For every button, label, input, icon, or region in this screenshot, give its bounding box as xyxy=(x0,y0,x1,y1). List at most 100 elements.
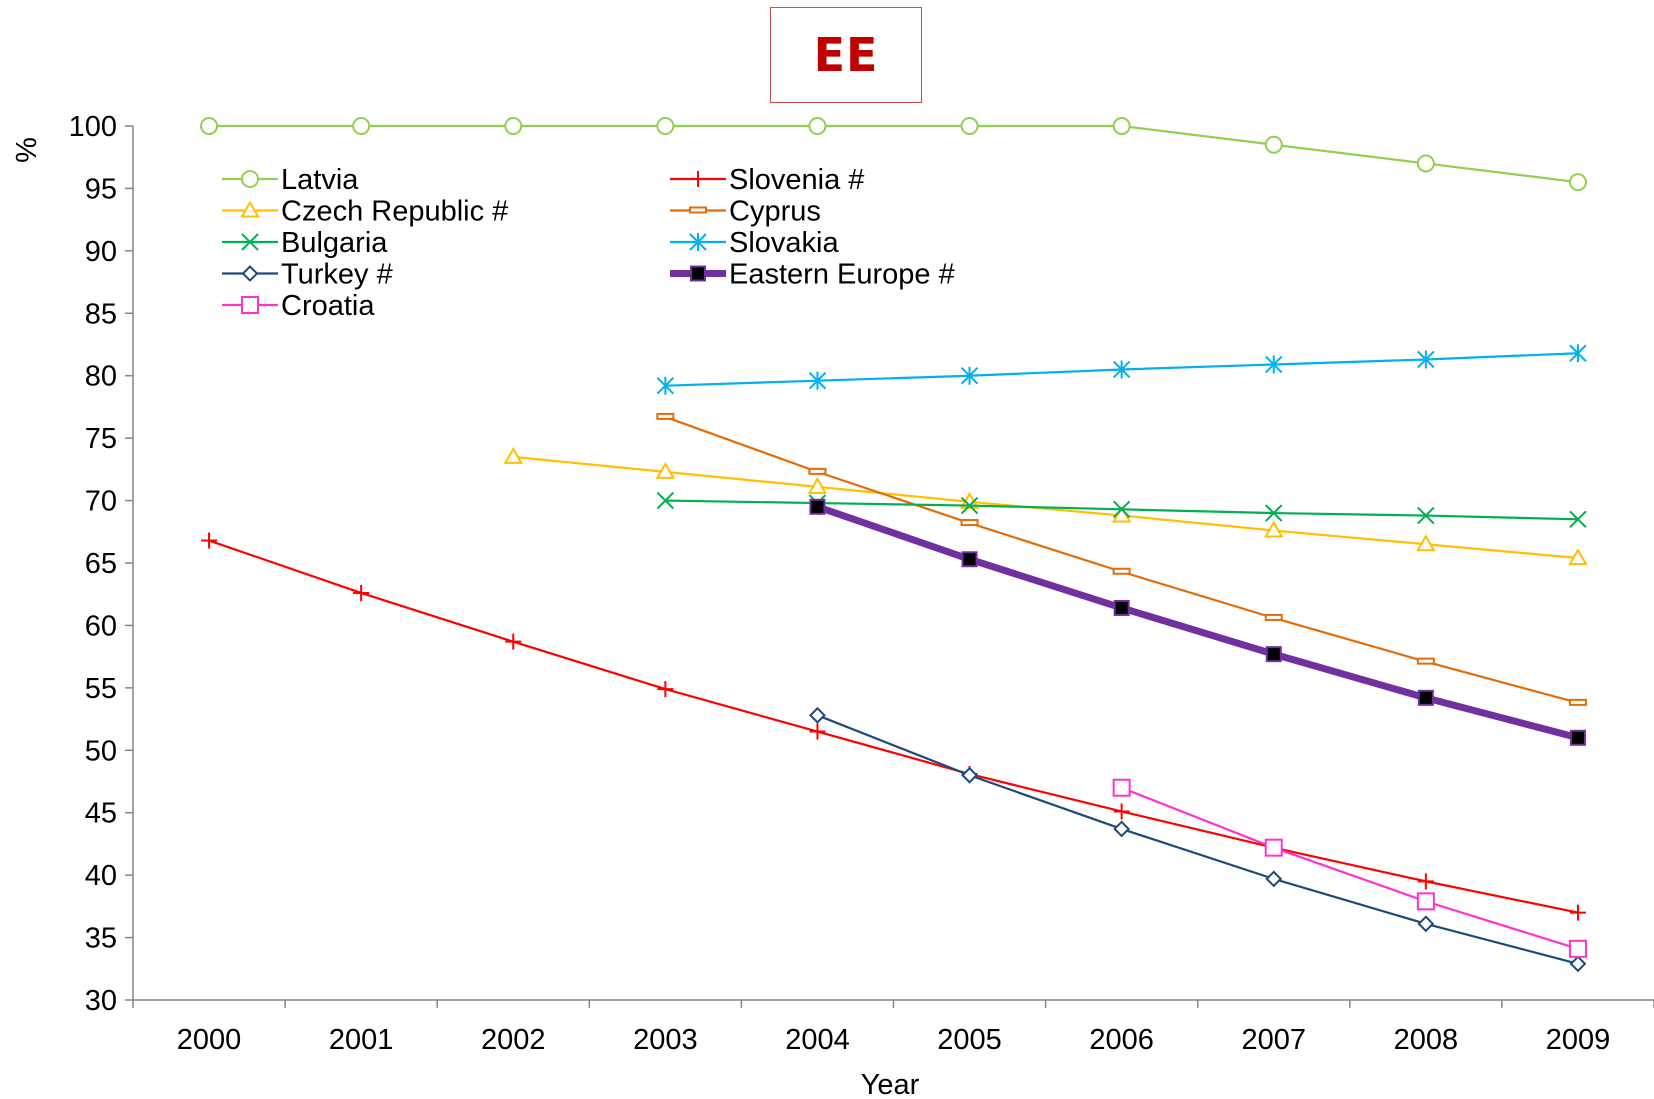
data-point-slovenia xyxy=(1569,904,1586,921)
data-point-slovenia xyxy=(1417,873,1434,890)
data-point-cyprus xyxy=(808,467,827,475)
legend-marker-slovenia xyxy=(690,171,706,187)
data-point-latvia xyxy=(352,117,371,135)
legend-item-turkey: Turkey # xyxy=(222,259,393,291)
data-point-cyprus xyxy=(656,412,675,420)
data-point-eastern-europe xyxy=(809,498,826,515)
legend-label-slovakia: Slovakia xyxy=(729,227,839,259)
series-cyprus xyxy=(656,412,1587,706)
legend-item-croatia: Croatia xyxy=(222,290,375,322)
series-line-czech-republic xyxy=(513,455,1579,560)
data-point-cyprus xyxy=(1112,567,1131,575)
data-point-slovenia xyxy=(353,584,370,601)
data-point-eastern-europe xyxy=(1113,599,1130,616)
legend-item-slovenia: Slovenia # xyxy=(670,164,864,196)
series-line-turkey xyxy=(817,714,1579,965)
data-point-slovakia xyxy=(1265,355,1283,374)
y-tick-label: 55 xyxy=(85,673,117,705)
data-point-slovenia xyxy=(809,723,826,740)
y-tick-label: 45 xyxy=(85,798,117,830)
y-tick-label: 50 xyxy=(85,735,117,767)
x-tick-label: 2005 xyxy=(937,1024,1002,1056)
data-point-turkey xyxy=(1417,915,1435,933)
data-point-latvia xyxy=(656,117,675,135)
data-point-czech-republic xyxy=(1416,534,1436,552)
legend-item-czech-republic: Czech Republic # xyxy=(222,196,508,228)
data-point-slovakia xyxy=(656,376,675,395)
data-point-cyprus xyxy=(1416,657,1435,665)
data-point-bulgaria xyxy=(1112,500,1131,519)
data-point-slovakia xyxy=(808,371,827,390)
series-line-slovenia xyxy=(208,539,1579,914)
x-tick-label: 2002 xyxy=(481,1024,546,1056)
data-point-turkey xyxy=(809,706,826,724)
y-tick-label: 65 xyxy=(85,548,117,580)
x-tick-label: 2007 xyxy=(1241,1024,1306,1056)
legend-marker-cyprus xyxy=(689,206,707,214)
y-tick-label: 70 xyxy=(85,486,117,518)
data-point-slovenia xyxy=(505,633,522,650)
y-tick-label: 75 xyxy=(85,423,117,455)
legend-label-turkey: Turkey # xyxy=(281,259,393,291)
data-point-eastern-europe xyxy=(1417,689,1434,706)
data-point-eastern-europe xyxy=(1265,646,1282,663)
x-tick-label: 2004 xyxy=(785,1024,850,1056)
y-tick-label: 40 xyxy=(85,860,117,892)
y-tick-label: 30 xyxy=(85,985,117,1017)
data-point-czech-republic xyxy=(1264,520,1284,538)
data-point-latvia xyxy=(200,117,219,135)
y-tick-label: 35 xyxy=(85,923,117,955)
legend-marker-czech-republic xyxy=(240,200,260,218)
data-point-croatia xyxy=(1416,892,1435,911)
data-point-turkey xyxy=(961,766,978,784)
data-point-bulgaria xyxy=(1417,506,1435,525)
legend-marker-eastern-europe xyxy=(690,265,706,282)
legend: Latvia Slovenia # Czech Republic # Cyprus Bu… xyxy=(222,164,955,322)
data-point-slovakia xyxy=(1112,360,1131,379)
series-slovakia xyxy=(656,344,1587,395)
data-point-cyprus xyxy=(960,519,979,527)
data-point-slovakia xyxy=(1417,350,1435,369)
series-line-cyprus xyxy=(664,415,1579,704)
legend-marker-bulgaria xyxy=(241,233,259,251)
y-tick-label: 60 xyxy=(85,610,117,642)
data-point-latvia xyxy=(1416,154,1435,173)
series-line-latvia xyxy=(209,124,1579,184)
x-tick-label: 2009 xyxy=(1546,1024,1611,1056)
series-line-croatia xyxy=(1121,786,1579,950)
y-tick-label: 95 xyxy=(85,173,117,205)
y-tick-label: 100 xyxy=(69,111,117,143)
series-croatia xyxy=(1112,778,1587,958)
y-axis-label: % xyxy=(11,137,43,163)
data-point-latvia xyxy=(960,117,979,135)
data-point-croatia xyxy=(1568,939,1587,958)
series-turkey xyxy=(809,706,1587,973)
data-point-slovakia xyxy=(960,366,979,385)
data-point-czech-republic xyxy=(655,461,676,479)
data-point-slovenia xyxy=(1113,803,1130,820)
data-point-turkey xyxy=(1569,955,1587,973)
legend-label-cyprus: Cyprus xyxy=(729,196,821,228)
data-point-slovenia xyxy=(201,532,218,549)
legend-item-latvia: Latvia xyxy=(222,164,359,196)
data-point-croatia xyxy=(1264,838,1283,857)
data-point-bulgaria xyxy=(656,491,675,510)
y-tick-label: 90 xyxy=(85,236,117,268)
data-point-latvia xyxy=(1112,117,1131,135)
legend-marker-croatia xyxy=(241,296,259,314)
series-czech-republic xyxy=(503,446,1588,566)
data-point-latvia xyxy=(1264,135,1283,154)
data-point-eastern-europe xyxy=(961,551,978,568)
data-point-slovenia xyxy=(657,681,674,698)
data-point-turkey xyxy=(1113,820,1131,838)
chart-title-box: EE xyxy=(770,7,922,103)
data-point-latvia xyxy=(504,117,523,135)
legend-item-eastern-europe: Eastern Europe # xyxy=(670,259,955,291)
legend-label-bulgaria: Bulgaria xyxy=(281,227,388,259)
data-point-bulgaria xyxy=(960,496,979,515)
series-group xyxy=(200,117,1588,973)
series-latvia xyxy=(200,117,1587,192)
data-point-slovakia xyxy=(1569,344,1587,363)
data-point-eastern-europe xyxy=(1569,729,1586,746)
